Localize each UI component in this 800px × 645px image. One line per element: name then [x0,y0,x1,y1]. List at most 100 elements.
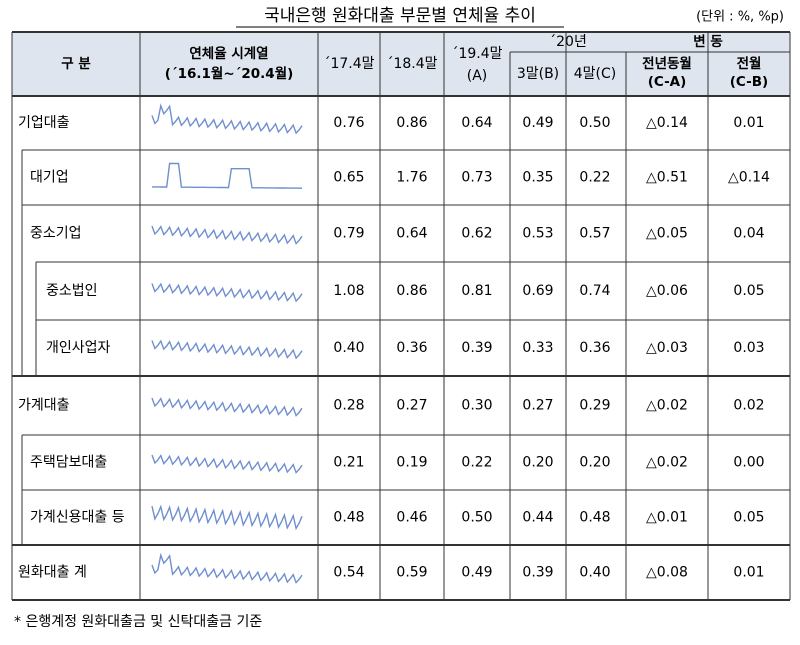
cell: 0.40 [333,340,364,356]
cell: △0.14 [728,170,770,186]
cell: 0.44 [522,510,553,526]
cell: 0.21 [333,455,364,471]
cell: 0.62 [461,226,492,242]
unit: (단위 : %, %p) [696,10,784,25]
head-cell: ´19.4말 [451,46,502,62]
head-cell: 4말(C) [574,66,617,82]
cell: 0.50 [579,115,610,131]
head-cell: (A) [467,68,488,84]
footnote: * 은행계정 원화대출금 및 신탁대출금 기준 [14,614,262,630]
cell: 1.76 [396,170,427,186]
row-label: 기업대출 [18,115,70,131]
cell: 0.28 [333,398,364,414]
head-cell: ´17.4말 [323,56,374,72]
sparkline [152,162,302,189]
cell: △0.08 [646,565,688,581]
sparkline [151,103,303,135]
cell: 0.22 [461,455,492,471]
cell: 0.46 [396,510,427,526]
row-label: 가계대출 [18,398,70,414]
cell: 0.33 [522,340,553,356]
cell: 0.48 [333,510,364,526]
cell: 0.39 [461,340,492,356]
head-cell: 연체율 시계열 [189,45,268,62]
cell: 0.73 [461,170,492,186]
cell: △0.05 [646,226,688,242]
row-label: 중소법인 [46,283,98,299]
cell: 0.36 [396,340,427,356]
row-label: 개인사업자 [46,340,111,356]
sparkline [151,504,303,531]
cell: 0.04 [733,226,764,242]
cell: △0.02 [646,398,688,414]
sparkline [151,397,303,417]
cell: 0.54 [333,565,364,581]
head-cell: 전년동월 [642,55,692,72]
row-label: 중소기업 [30,226,82,242]
cell: 0.64 [396,226,427,242]
cell: 0.29 [579,398,610,414]
cell: 0.19 [396,455,427,471]
cell: 0.30 [461,398,492,414]
cell: 0.57 [579,226,610,242]
cell: 0.86 [396,115,427,131]
sparkline [151,454,303,474]
head-cell: (´16.1월~´20.4월) [165,65,294,82]
cell: 0.48 [579,510,610,526]
sparkline [151,552,303,584]
cell: 0.40 [579,565,610,581]
cell: 0.76 [333,115,364,131]
cell: 0.65 [333,170,364,186]
cell: 0.05 [733,510,764,526]
cell: 0.20 [522,455,553,471]
cell: 0.03 [733,340,764,356]
cell: 0.50 [461,510,492,526]
cell: 0.79 [333,226,364,242]
row-label: 가계신용대출 등 [30,510,125,526]
title: 국내은행 원화대출 부문별 연체율 추이 [264,6,536,26]
cell: 0.35 [522,170,553,186]
cell: 0.39 [522,565,553,581]
cell: 0.86 [396,283,427,299]
cell: 1.08 [333,283,364,299]
head-cell: (C-B) [730,74,768,90]
sparkline [151,339,303,360]
cell: △0.01 [646,510,688,526]
cell: 0.59 [396,565,427,581]
header-bg [12,32,790,96]
head-cell: 구 분 [61,56,91,72]
sparkline [151,225,303,245]
cell: 0.81 [461,283,492,299]
cell: 0.49 [522,115,553,131]
cell: 0.05 [733,283,764,299]
head-cell: 3말(B) [517,66,559,82]
cell: △0.51 [646,170,688,186]
cell: 0.53 [522,226,553,242]
head-cell: ´18.4말 [386,56,437,72]
head-cell: 전월 [737,55,762,72]
cell: 0.49 [461,565,492,581]
cell: 0.64 [461,115,492,131]
cell: 0.22 [579,170,610,186]
cell: 0.20 [579,455,610,471]
head-cell: ´20년 [549,34,587,50]
head-cell: (C-A) [648,74,687,90]
cell: 0.27 [396,398,427,414]
cell: 0.27 [522,398,553,414]
cell: 0.02 [733,398,764,414]
cell: △0.02 [646,455,688,471]
cell: △0.14 [646,115,688,131]
cell: 0.36 [579,340,610,356]
cell: 0.74 [579,283,610,299]
cell: △0.06 [646,283,688,299]
cell: 0.01 [733,565,764,581]
cell: △0.03 [646,340,688,356]
sparkline [151,282,303,303]
cell: 0.69 [522,283,553,299]
row-label: 주택담보대출 [30,455,107,471]
cell: 0.00 [733,455,764,471]
row-label: 원화대출 계 [18,565,87,581]
row-label: 대기업 [30,170,69,186]
